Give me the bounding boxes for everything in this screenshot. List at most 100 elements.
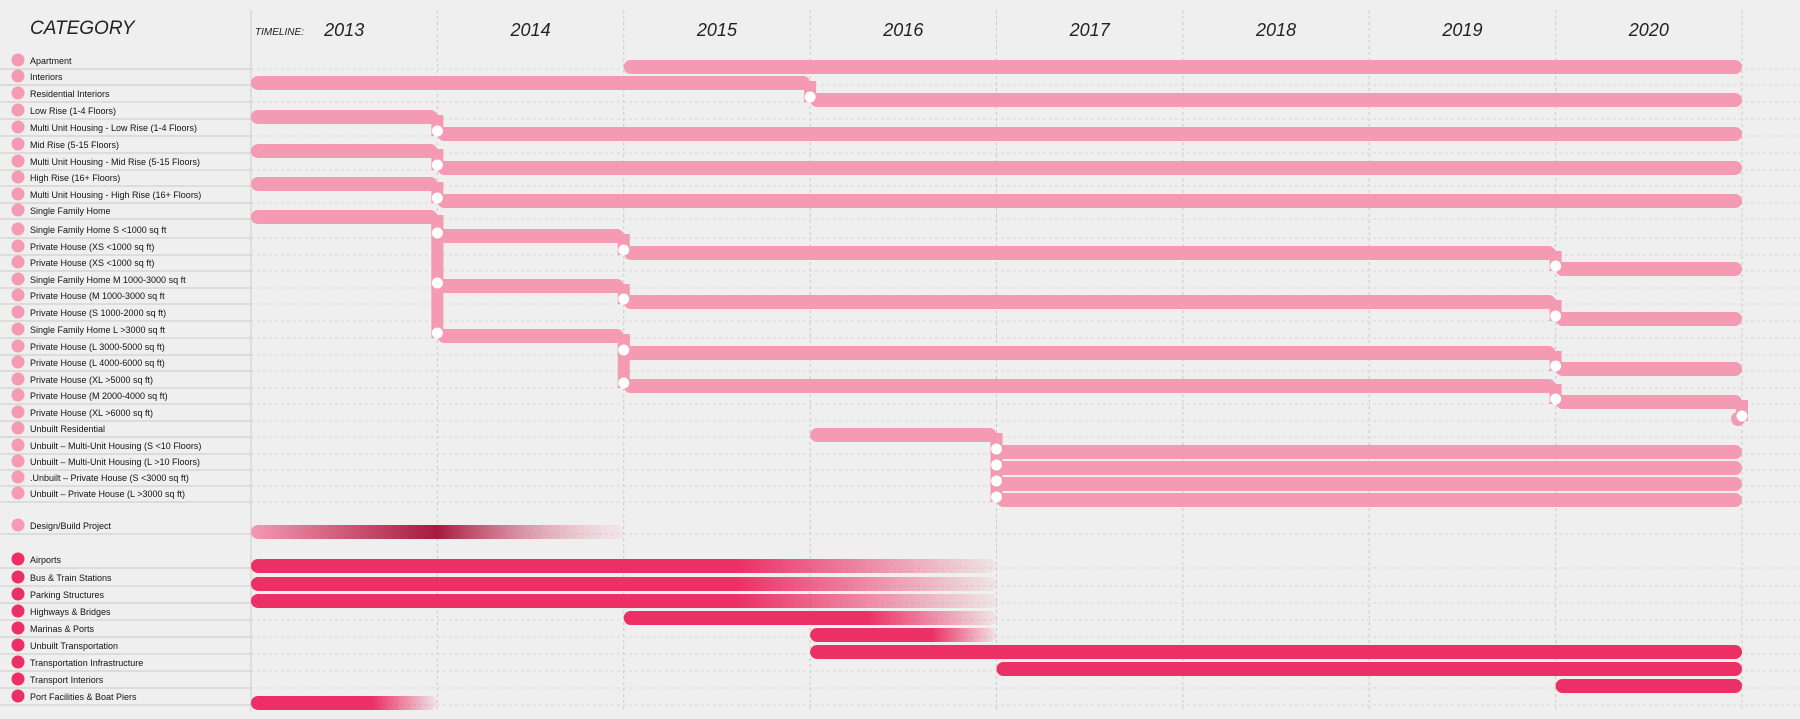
- category-dot-icon: [11, 239, 25, 253]
- category-label: Private House (XL >5000 sq ft): [30, 375, 153, 385]
- timeline-bar: [251, 210, 438, 224]
- category-dot-icon: [11, 655, 25, 669]
- year-label: 2017: [1069, 20, 1111, 40]
- category-label: Single Family Home: [30, 206, 111, 216]
- category-dot-icon: [11, 355, 25, 369]
- node-marker: [1550, 360, 1562, 372]
- category-rows: Apartment Interiors Residential Interiors L…: [11, 53, 201, 703]
- category-label: Apartment: [30, 56, 72, 66]
- timeline-bar: [623, 246, 1556, 260]
- timeline-bar: [251, 525, 624, 539]
- timeline-bar: [437, 229, 624, 243]
- category-label: Private House (XS <1000 sq ft): [30, 258, 154, 268]
- category-dot-icon: [11, 305, 25, 319]
- node-marker: [991, 475, 1002, 487]
- category-dot-icon: [11, 339, 25, 353]
- category-label: Single Family Home S <1000 sq ft: [30, 225, 167, 235]
- category-label: Parking Structures: [30, 590, 105, 600]
- category-label: Airports: [30, 555, 62, 565]
- year-label: 2018: [1255, 20, 1296, 40]
- category-dot-icon: [11, 388, 25, 402]
- category-dot-icon: [11, 53, 25, 67]
- year-axis: 2013 2014 2015 2016 2017 2018 2019 2020: [323, 20, 1669, 40]
- category-label: Private House (XL >6000 sq ft): [30, 408, 153, 418]
- category-dot-icon: [11, 272, 25, 286]
- category-label: Residential Interiors: [30, 89, 110, 99]
- category-label: Interiors: [30, 72, 63, 82]
- timeline-bar: [1555, 262, 1742, 276]
- category-dot-icon: [11, 222, 25, 236]
- node-marker: [431, 125, 443, 137]
- timeline-bar: [437, 279, 624, 293]
- category-label: Highways & Bridges: [30, 607, 111, 617]
- category-dot-icon: [11, 689, 25, 703]
- category-label: Mid Rise (5-15 Floors): [30, 140, 119, 150]
- category-label: High Rise (16+ Floors): [30, 173, 120, 183]
- timeline-bar: [623, 346, 1556, 360]
- category-dot-icon: [11, 486, 25, 500]
- timeline-bar: [1555, 312, 1742, 326]
- category-label: Bus & Train Stations: [30, 573, 112, 583]
- node-marker: [991, 491, 1002, 503]
- category-label: Unbuilt – Multi-Unit Housing (S <10 Floo…: [30, 441, 201, 451]
- category-label: Private House (S 1000-2000 sq ft): [30, 308, 166, 318]
- timeline-bar: [1555, 395, 1742, 409]
- node-marker: [618, 244, 630, 256]
- category-header: CATEGORY: [30, 18, 136, 39]
- node-marker: [431, 277, 443, 289]
- category-label: Marinas & Ports: [30, 624, 95, 634]
- timeline-bar: [996, 477, 1742, 491]
- timeline-bar: [810, 93, 1742, 107]
- category-dot-icon: [11, 518, 25, 532]
- node-marker: [618, 377, 630, 389]
- category-dot-icon: [11, 421, 25, 435]
- timeline-bar: [996, 493, 1742, 507]
- timeline-bar: [251, 110, 438, 124]
- timeline-bar: [810, 645, 1742, 659]
- category-dot-icon: [11, 255, 25, 269]
- category-dot-icon: [11, 372, 25, 386]
- timeline-bar: [251, 594, 997, 608]
- year-label: 2013: [323, 20, 364, 40]
- category-label: Private House (M 2000-4000 sq ft): [30, 391, 168, 401]
- category-dot-icon: [11, 154, 25, 168]
- year-label: 2015: [696, 20, 738, 40]
- category-label: Multi Unit Housing - Low Rise (1-4 Floor…: [30, 123, 197, 133]
- category-dot-icon: [11, 454, 25, 468]
- bar-layer: [251, 60, 1748, 710]
- category-dot-icon: [11, 621, 25, 635]
- year-label: 2016: [882, 20, 924, 40]
- timeline-bar: [437, 194, 1742, 208]
- node-marker: [431, 327, 443, 339]
- category-dot-icon: [11, 288, 25, 302]
- category-label: Unbuilt – Private House (L >3000 sq ft): [30, 489, 185, 499]
- category-label: Transport Interiors: [30, 675, 104, 685]
- category-label: .Unbuilt – Private House (S <3000 sq ft): [30, 473, 189, 483]
- category-label: Low Rise (1-4 Floors): [30, 106, 116, 116]
- timeline-bar: [251, 696, 438, 710]
- timeline-bar: [810, 428, 997, 442]
- category-dot-icon: [11, 638, 25, 652]
- node-marker: [804, 91, 816, 103]
- year-label: 2014: [510, 20, 551, 40]
- node-marker: [431, 227, 443, 239]
- timeline-bar: [251, 559, 997, 573]
- connector: [431, 215, 444, 338]
- category-label: Unbuilt – Multi-Unit Housing (L >10 Floo…: [30, 457, 200, 467]
- node-marker: [618, 344, 630, 356]
- timeline-bar: [623, 295, 1556, 309]
- category-label: Private House (XS <1000 sq ft): [30, 242, 154, 252]
- node-marker: [991, 443, 1002, 455]
- timeline-bar: [623, 379, 1556, 393]
- node-marker: [1550, 393, 1562, 405]
- category-dot-icon: [11, 170, 25, 184]
- timeline-bar: [1555, 679, 1742, 693]
- node-marker: [431, 192, 443, 204]
- timeline-bar: [996, 662, 1742, 676]
- category-label: Unbuilt Residential: [30, 424, 105, 434]
- timeline-bar: [810, 628, 997, 642]
- category-label: Multi Unit Housing - High Rise (16+ Floo…: [30, 190, 201, 200]
- category-dot-icon: [11, 103, 25, 117]
- category-label: Unbuilt Transportation: [30, 641, 118, 651]
